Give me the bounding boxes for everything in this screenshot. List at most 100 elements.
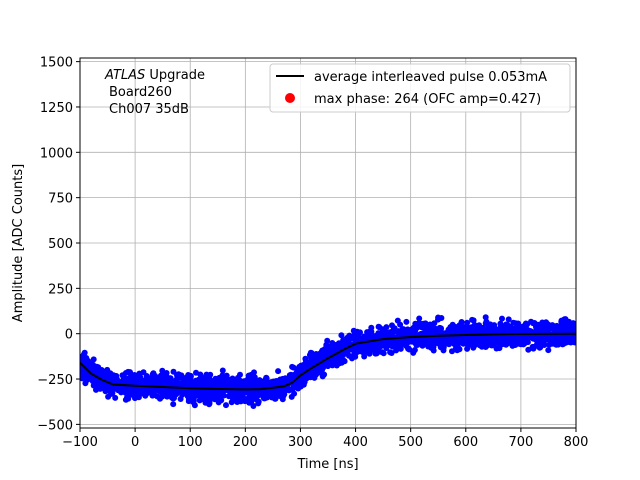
y-axis-ticks: −500 −250 0 250 500 750 1000 1250 1500 bbox=[37, 56, 80, 433]
sample-point bbox=[125, 395, 132, 402]
sample-point bbox=[498, 324, 505, 331]
x-axis-ticks: −100 0 100 200 300 400 500 600 700 800 bbox=[62, 428, 588, 450]
sample-point bbox=[396, 328, 403, 335]
sample-point bbox=[281, 378, 288, 385]
sample-point bbox=[289, 363, 296, 370]
sample-point bbox=[89, 378, 96, 385]
sample-point bbox=[237, 378, 244, 385]
sample-point bbox=[322, 347, 329, 354]
sample-point bbox=[223, 402, 229, 409]
sample-point bbox=[378, 349, 385, 356]
sample-point bbox=[388, 350, 395, 356]
sample-point bbox=[216, 374, 223, 381]
sample-point bbox=[333, 362, 340, 369]
sample-point bbox=[368, 328, 375, 335]
annotation-line-2: Board260 bbox=[109, 85, 172, 100]
legend-line-label: average interleaved pulse 0.053mA bbox=[314, 70, 547, 85]
sample-point bbox=[109, 372, 116, 379]
sample-point bbox=[164, 393, 171, 400]
sample-point bbox=[250, 395, 257, 402]
sample-point bbox=[317, 350, 323, 357]
sample-point bbox=[430, 347, 437, 354]
sample-point bbox=[566, 323, 573, 330]
sample-point bbox=[383, 324, 390, 331]
x-tick-label: 500 bbox=[398, 435, 423, 450]
x-axis-label: Time [ns] bbox=[296, 457, 358, 472]
sample-point bbox=[449, 321, 456, 328]
sample-point bbox=[332, 354, 339, 361]
sample-point bbox=[350, 327, 357, 334]
y-tick-label: 1500 bbox=[40, 56, 73, 71]
sample-point bbox=[422, 320, 429, 327]
y-axis-label: Amplitude [ADC Counts] bbox=[11, 164, 26, 322]
sample-point bbox=[338, 332, 345, 339]
sample-point bbox=[144, 387, 151, 394]
sample-point bbox=[208, 391, 215, 398]
y-tick-label: −250 bbox=[37, 373, 73, 388]
sample-point bbox=[231, 394, 238, 401]
sample-point bbox=[118, 389, 125, 396]
sample-point bbox=[169, 389, 176, 396]
sample-point bbox=[251, 374, 258, 381]
annotation: ATLAS Upgrade Board260 Ch007 35dB bbox=[104, 68, 205, 117]
sample-point bbox=[394, 317, 401, 324]
sample-point bbox=[307, 358, 314, 365]
sample-point bbox=[245, 394, 252, 401]
sample-point bbox=[560, 338, 567, 345]
annotation-line-3: Ch007 35dB bbox=[109, 102, 189, 117]
sample-point bbox=[403, 318, 410, 325]
legend: average interleaved pulse 0.053mA max ph… bbox=[269, 63, 571, 113]
sample-point bbox=[458, 319, 465, 325]
sample-point bbox=[83, 358, 90, 365]
sample-point bbox=[220, 392, 227, 399]
sample-point bbox=[82, 380, 89, 387]
sample-point bbox=[531, 320, 538, 326]
sample-point bbox=[430, 329, 437, 336]
sample-point bbox=[219, 367, 226, 374]
sample-point bbox=[536, 344, 543, 351]
legend-marker-swatch bbox=[285, 93, 295, 103]
sample-point bbox=[372, 350, 379, 357]
sample-point bbox=[505, 316, 512, 323]
sample-point bbox=[361, 353, 368, 360]
x-tick-label: 800 bbox=[564, 435, 589, 450]
sample-point bbox=[90, 356, 97, 363]
sample-point bbox=[354, 344, 361, 351]
sample-point bbox=[460, 327, 467, 334]
sample-point bbox=[187, 390, 194, 397]
sample-point bbox=[154, 375, 161, 382]
sample-point bbox=[170, 401, 177, 408]
sample-point bbox=[550, 323, 557, 329]
sample-point bbox=[359, 348, 366, 355]
sample-point bbox=[416, 315, 423, 322]
x-tick-label: 0 bbox=[131, 435, 139, 450]
sample-point bbox=[275, 368, 282, 375]
sample-point bbox=[513, 336, 520, 343]
sample-point bbox=[300, 362, 307, 369]
sample-point bbox=[246, 399, 253, 406]
sample-point bbox=[228, 381, 235, 388]
sample-point bbox=[80, 373, 84, 380]
sample-point bbox=[94, 385, 101, 392]
sample-point bbox=[273, 380, 280, 386]
sample-point bbox=[424, 337, 431, 344]
sample-point bbox=[520, 341, 527, 348]
sample-point bbox=[510, 319, 517, 326]
sample-point bbox=[307, 349, 314, 356]
sample-point bbox=[346, 352, 352, 359]
sample-point bbox=[336, 342, 343, 349]
sample-point bbox=[229, 389, 236, 396]
sample-point bbox=[482, 337, 489, 343]
sample-point bbox=[411, 347, 418, 353]
sample-point bbox=[455, 344, 461, 351]
average-pulse-layer bbox=[80, 332, 576, 391]
sample-point bbox=[321, 371, 328, 378]
atlas-label: ATLAS bbox=[104, 68, 145, 83]
sample-point bbox=[296, 380, 303, 387]
sample-point bbox=[329, 362, 336, 369]
sample-point bbox=[127, 371, 134, 378]
legend-box bbox=[269, 63, 571, 113]
sample-point bbox=[346, 333, 353, 340]
sample-point bbox=[246, 383, 253, 389]
